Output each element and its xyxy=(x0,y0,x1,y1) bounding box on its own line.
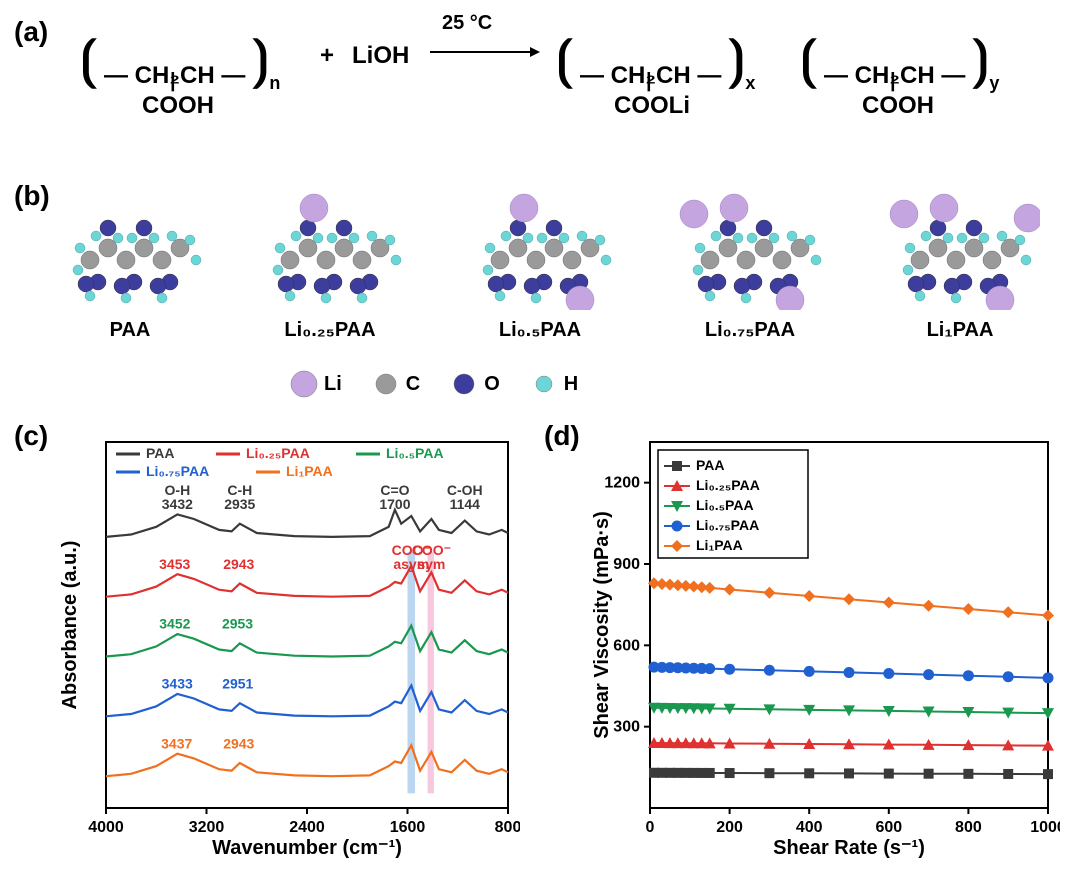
svg-text:200: 200 xyxy=(716,819,743,836)
svg-text:Shear Viscosity (mPa·s): Shear Viscosity (mPa·s) xyxy=(591,511,613,739)
svg-text:Li₁PAA: Li₁PAA xyxy=(696,537,743,553)
legend-atom-o: O xyxy=(450,370,500,398)
ftir-chart: 4000 3200 2400 1600 800 Absorbance (a.u.) Wave… xyxy=(60,432,520,862)
svg-text:2953: 2953 xyxy=(222,616,253,632)
svg-text:Li₀.₂₅PAA: Li₀.₂₅PAA xyxy=(696,477,760,493)
svg-text:1200: 1200 xyxy=(604,475,640,492)
svg-text:800: 800 xyxy=(495,819,520,836)
rxn-product1: ⟮ — CH₂CH — ⟯x | COOLi xyxy=(556,36,755,97)
svg-text:sym: sym xyxy=(417,556,445,572)
svg-text:1700: 1700 xyxy=(379,496,410,512)
svg-text:Li₀.₅PAA: Li₀.₅PAA xyxy=(696,497,754,513)
molecule-label: PAA xyxy=(50,319,210,342)
svg-text:Shear Rate (s⁻¹): Shear Rate (s⁻¹) xyxy=(773,837,925,859)
legend-atom-h: H xyxy=(530,370,578,398)
svg-text:3200: 3200 xyxy=(189,819,225,836)
molecule-2: Li₀.₅PAA xyxy=(460,190,620,342)
molecule-3: Li₀.₇₅PAA xyxy=(670,190,830,342)
legend-atom-li: Li xyxy=(290,370,342,398)
svg-text:Wavenumber (cm⁻¹): Wavenumber (cm⁻¹) xyxy=(212,837,402,859)
svg-text:900: 900 xyxy=(613,556,640,573)
svg-text:Li₀.₇₅PAA: Li₀.₇₅PAA xyxy=(146,463,209,479)
molecule-label: Li₀.₂₅PAA xyxy=(250,319,410,342)
molecule-1: Li₀.₂₅PAA xyxy=(250,190,410,342)
panel-c-label: (c) xyxy=(14,420,48,452)
svg-text:Li₀.₂₅PAA: Li₀.₂₅PAA xyxy=(246,445,310,461)
svg-text:Li₀.₇₅PAA: Li₀.₇₅PAA xyxy=(696,517,759,533)
rxn-reactant2: LiOH xyxy=(352,42,409,70)
svg-text:2935: 2935 xyxy=(224,496,255,512)
atom-legend: Li C O H xyxy=(290,370,578,398)
svg-text:0: 0 xyxy=(646,819,655,836)
rxn-reactant1: ⟮ — CH₂CH — ⟯n | COOH xyxy=(80,36,280,97)
panel-d-label: (d) xyxy=(544,420,580,452)
svg-text:3433: 3433 xyxy=(162,676,193,692)
molecule-0: PAA xyxy=(50,190,210,342)
svg-text:1144: 1144 xyxy=(450,496,481,512)
rxn-temp: 25 °C xyxy=(442,12,492,35)
molecule-label: Li₀.₇₅PAA xyxy=(670,319,830,342)
svg-text:3453: 3453 xyxy=(159,556,190,572)
panel-a-label: (a) xyxy=(14,16,48,48)
svg-text:300: 300 xyxy=(613,719,640,736)
molecule-4: Li₁PAA xyxy=(880,190,1040,342)
molecule-label: Li₀.₅PAA xyxy=(460,319,620,342)
legend-atom-c: C xyxy=(372,370,420,398)
svg-text:PAA: PAA xyxy=(696,457,725,473)
svg-text:Li₀.₅PAA: Li₀.₅PAA xyxy=(386,445,444,461)
rxn-arrow xyxy=(430,42,540,67)
rxn-plus: + xyxy=(320,42,334,70)
svg-text:Li₁PAA: Li₁PAA xyxy=(286,463,333,479)
rxn-product2: ⟮ — CH₂CH — ⟯y | COOH xyxy=(800,36,999,97)
svg-text:3437: 3437 xyxy=(161,735,192,751)
svg-text:4000: 4000 xyxy=(88,819,124,836)
svg-text:600: 600 xyxy=(875,819,902,836)
svg-text:3432: 3432 xyxy=(162,496,193,512)
svg-text:2951: 2951 xyxy=(222,676,253,692)
svg-text:2943: 2943 xyxy=(223,735,254,751)
svg-text:Absorbance (a.u.): Absorbance (a.u.) xyxy=(60,541,81,710)
svg-text:1000: 1000 xyxy=(1030,819,1060,836)
svg-text:600: 600 xyxy=(613,637,640,654)
panel-b-label: (b) xyxy=(14,180,50,212)
svg-text:3452: 3452 xyxy=(159,616,190,632)
svg-text:2400: 2400 xyxy=(289,819,325,836)
viscosity-chart: 0 200 400 600 800 1000 300 600 900 1200 Shear Visc… xyxy=(590,432,1060,862)
svg-text:400: 400 xyxy=(796,819,823,836)
svg-text:PAA: PAA xyxy=(146,445,175,461)
svg-text:1600: 1600 xyxy=(390,819,426,836)
molecule-label: Li₁PAA xyxy=(880,319,1040,342)
svg-text:2943: 2943 xyxy=(223,556,254,572)
svg-text:800: 800 xyxy=(955,819,982,836)
